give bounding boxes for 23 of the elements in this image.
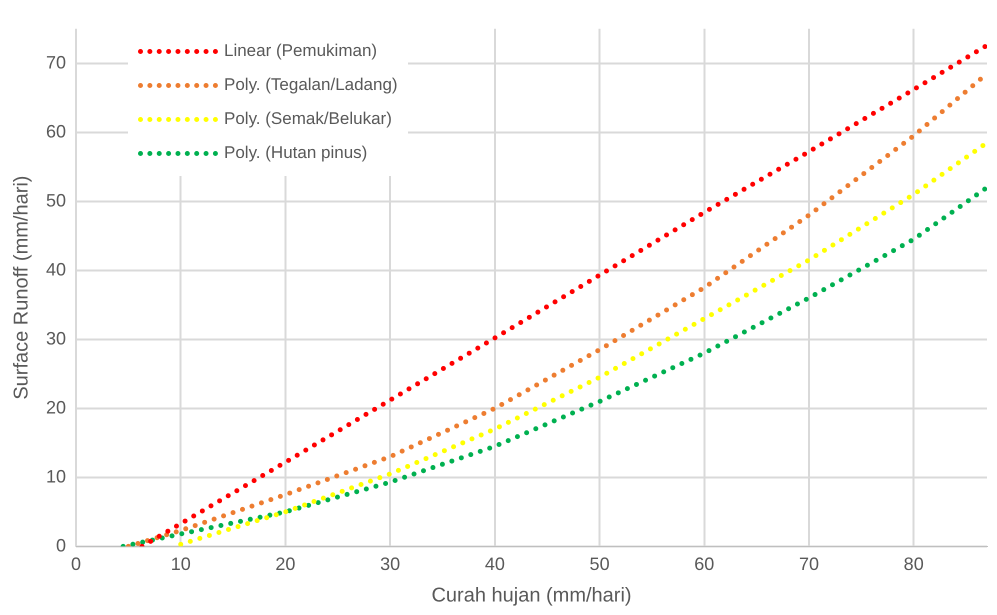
x-tick-label: 30 (380, 554, 400, 574)
x-tick-label: 60 (694, 554, 714, 574)
x-tick-label: 0 (71, 554, 82, 574)
x-tick-label: 80 (904, 554, 924, 574)
x-axis-title: Curah hujan (mm/hari) (431, 584, 632, 607)
x-tick-label: 50 (590, 554, 610, 574)
y-tick-label: 30 (46, 328, 66, 348)
y-tick-label: 70 (46, 52, 66, 72)
y-tick-label: 50 (46, 190, 66, 210)
legend-label: Poly. (Tegalan/Ladang) (224, 75, 398, 95)
y-axis-title: Surface Runoff (mm/hari) (10, 176, 33, 400)
legend-label: Poly. (Semak/Belukar) (224, 109, 392, 129)
x-tick-label: 10 (170, 554, 191, 574)
x-tick-label: 70 (798, 554, 820, 574)
y-tick-label: 40 (46, 259, 66, 280)
y-tick-label: 10 (46, 466, 66, 486)
y-tick-label: 60 (46, 121, 66, 142)
x-tick-label: 40 (484, 554, 505, 574)
legend-label: Poly. (Hutan pinus) (224, 143, 368, 163)
legend-label: Linear (Pemukiman) (224, 41, 378, 61)
y-tick-label: 20 (46, 397, 66, 418)
y-tick-label: 0 (56, 535, 66, 556)
x-tick-label: 20 (275, 554, 296, 574)
